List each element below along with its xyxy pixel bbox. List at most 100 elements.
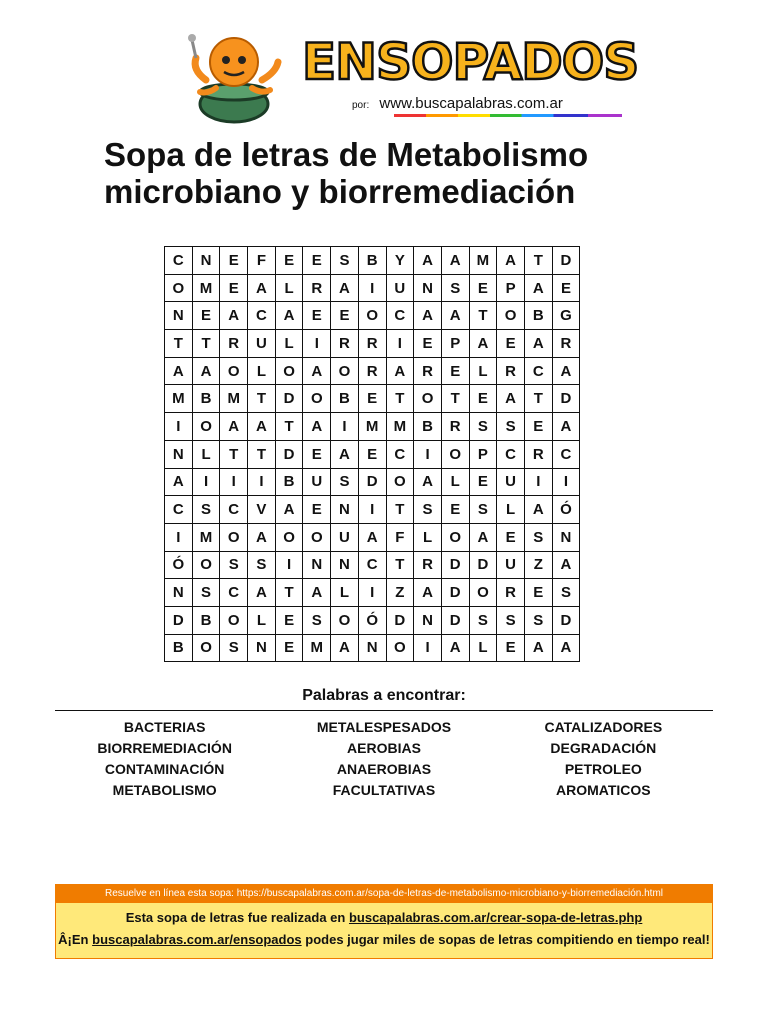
grid-cell[interactable]: B xyxy=(357,246,387,275)
grid-cell[interactable]: E xyxy=(302,439,332,469)
grid-cell[interactable]: T xyxy=(191,329,221,358)
grid-cell[interactable]: M xyxy=(191,522,221,552)
grid-cell[interactable]: A xyxy=(468,522,498,552)
grid-cell[interactable]: A xyxy=(219,301,249,331)
grid-cell[interactable]: I xyxy=(357,495,387,524)
grid-cell[interactable]: C xyxy=(551,439,581,469)
grid-cell[interactable]: S xyxy=(219,633,249,663)
grid-cell[interactable]: I xyxy=(551,467,581,497)
grid-cell[interactable]: I xyxy=(413,633,442,663)
grid-cell[interactable]: O xyxy=(468,578,498,607)
ensopados-link[interactable]: buscapalabras.com.ar/ensopados xyxy=(92,932,302,947)
grid-cell[interactable]: L xyxy=(468,356,498,386)
grid-cell[interactable]: A xyxy=(385,356,415,386)
grid-cell[interactable]: D xyxy=(357,467,387,497)
grid-cell[interactable]: S xyxy=(496,605,525,635)
grid-cell[interactable]: I xyxy=(164,522,193,552)
grid-cell[interactable]: E xyxy=(302,301,332,331)
grid-cell[interactable]: T xyxy=(274,412,304,441)
grid-cell[interactable]: A xyxy=(523,633,553,663)
grid-cell[interactable]: I xyxy=(164,412,193,441)
grid-cell[interactable]: I xyxy=(523,467,553,497)
grid-cell[interactable]: A xyxy=(523,495,553,524)
grid-cell[interactable]: L xyxy=(191,439,221,469)
grid-cell[interactable]: R xyxy=(357,356,387,386)
grid-cell[interactable]: A xyxy=(164,356,193,386)
grid-cell[interactable]: D xyxy=(551,605,581,635)
grid-cell[interactable]: C xyxy=(357,550,387,580)
grid-cell[interactable]: R xyxy=(496,356,525,386)
grid-cell[interactable]: O xyxy=(191,412,221,441)
grid-cell[interactable]: G xyxy=(551,301,581,331)
grid-cell[interactable]: F xyxy=(247,246,276,275)
grid-cell[interactable]: A xyxy=(551,550,581,580)
grid-cell[interactable]: L xyxy=(468,633,498,663)
grid-cell[interactable]: A xyxy=(523,273,553,303)
grid-cell[interactable]: L xyxy=(440,467,470,497)
grid-cell[interactable]: S xyxy=(551,578,581,607)
grid-cell[interactable]: E xyxy=(219,273,249,303)
grid-cell[interactable]: D xyxy=(385,605,415,635)
grid-cell[interactable]: A xyxy=(274,301,304,331)
grid-cell[interactable]: U xyxy=(302,467,332,497)
grid-cell[interactable]: I xyxy=(219,467,249,497)
grid-cell[interactable]: O xyxy=(302,522,332,552)
grid-cell[interactable]: E xyxy=(357,384,387,414)
create-puzzle-link[interactable]: buscapalabras.com.ar/crear-sopa-de-letra… xyxy=(348,910,643,925)
grid-cell[interactable]: T xyxy=(274,578,304,607)
grid-cell[interactable]: T xyxy=(219,439,249,469)
grid-cell[interactable]: T xyxy=(247,439,276,469)
grid-cell[interactable]: A xyxy=(330,439,359,469)
grid-cell[interactable]: C xyxy=(219,495,249,524)
grid-cell[interactable]: L xyxy=(247,605,276,635)
grid-cell[interactable]: S xyxy=(523,605,553,635)
grid-cell[interactable]: S xyxy=(191,495,221,524)
grid-cell[interactable]: O xyxy=(164,273,193,303)
grid-cell[interactable]: T xyxy=(164,329,193,358)
grid-cell[interactable]: B xyxy=(164,633,193,663)
grid-cell[interactable]: E xyxy=(219,246,249,275)
grid-cell[interactable]: S xyxy=(219,550,249,580)
grid-cell[interactable]: B xyxy=(330,384,359,414)
grid-cell[interactable]: E xyxy=(523,578,553,607)
grid-cell[interactable]: E xyxy=(274,633,304,663)
grid-cell[interactable]: E xyxy=(274,605,304,635)
grid-cell[interactable]: C xyxy=(523,356,553,386)
grid-cell[interactable]: P xyxy=(468,439,498,469)
grid-cell[interactable]: Ó xyxy=(357,605,387,635)
grid-cell[interactable]: M xyxy=(302,633,332,663)
grid-cell[interactable]: B xyxy=(191,384,221,414)
grid-cell[interactable]: L xyxy=(496,495,525,524)
grid-cell[interactable]: A xyxy=(440,246,470,275)
grid-cell[interactable]: A xyxy=(496,384,525,414)
grid-cell[interactable]: A xyxy=(274,495,304,524)
grid-cell[interactable]: Z xyxy=(385,578,415,607)
grid-cell[interactable]: O xyxy=(330,605,359,635)
grid-cell[interactable]: L xyxy=(330,578,359,607)
grid-cell[interactable]: A xyxy=(247,522,276,552)
grid-cell[interactable]: N xyxy=(413,605,442,635)
grid-cell[interactable]: O xyxy=(385,467,415,497)
grid-cell[interactable]: S xyxy=(468,495,498,524)
grid-cell[interactable]: U xyxy=(496,550,525,580)
grid-cell[interactable]: R xyxy=(440,412,470,441)
grid-cell[interactable]: D xyxy=(440,550,470,580)
grid-cell[interactable]: O xyxy=(219,356,249,386)
grid-cell[interactable]: T xyxy=(523,246,553,275)
grid-cell[interactable]: S xyxy=(330,467,359,497)
grid-cell[interactable]: Ó xyxy=(164,550,193,580)
grid-cell[interactable]: T xyxy=(468,301,498,331)
grid-cell[interactable]: A xyxy=(468,329,498,358)
grid-cell[interactable]: S xyxy=(191,578,221,607)
grid-cell[interactable]: F xyxy=(385,522,415,552)
grid-cell[interactable]: R xyxy=(496,578,525,607)
grid-cell[interactable]: O xyxy=(357,301,387,331)
grid-cell[interactable]: N xyxy=(191,246,221,275)
grid-cell[interactable]: O xyxy=(219,522,249,552)
grid-cell[interactable]: D xyxy=(274,439,304,469)
grid-cell[interactable]: O xyxy=(496,301,525,331)
grid-cell[interactable]: R xyxy=(357,329,387,358)
grid-cell[interactable]: E xyxy=(191,301,221,331)
grid-cell[interactable]: R xyxy=(523,439,553,469)
grid-cell[interactable]: A xyxy=(440,633,470,663)
